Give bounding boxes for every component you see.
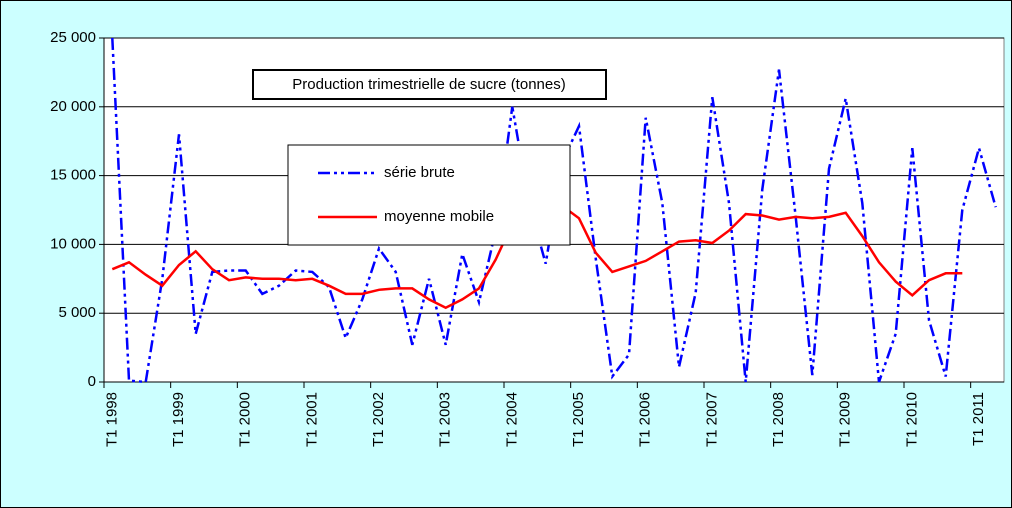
chart-title: Production trimestrielle de sucre (tonne… bbox=[292, 76, 565, 93]
x-tick-label: T1 2005 bbox=[570, 392, 587, 447]
legend-label: série brute bbox=[384, 164, 455, 181]
y-tick-label: 0 bbox=[88, 373, 96, 390]
y-tick-label: 15 000 bbox=[50, 167, 96, 184]
x-tick-label: T1 2003 bbox=[437, 392, 454, 447]
legend-box bbox=[287, 144, 571, 246]
y-tick-label: 25 000 bbox=[50, 29, 96, 46]
x-tick-label: T1 2008 bbox=[770, 392, 787, 447]
x-tick-label: T1 2004 bbox=[503, 392, 520, 447]
y-tick-label: 10 000 bbox=[50, 235, 96, 252]
x-tick-label: T1 2010 bbox=[903, 392, 920, 447]
x-tick-label: T1 1999 bbox=[170, 392, 187, 447]
x-tick-label: T1 2011 bbox=[970, 392, 987, 446]
y-tick-label: 5 000 bbox=[58, 304, 96, 321]
legend-label: moyenne mobile bbox=[384, 208, 494, 225]
x-tick-label: T1 1998 bbox=[103, 392, 120, 447]
x-tick-label: T1 2006 bbox=[637, 392, 654, 447]
x-tick-label: T1 2009 bbox=[837, 392, 854, 447]
title-box bbox=[252, 69, 607, 100]
x-tick-label: T1 2002 bbox=[370, 392, 387, 447]
x-tick-label: T1 2007 bbox=[703, 392, 720, 447]
y-tick-label: 20 000 bbox=[50, 98, 96, 115]
x-tick-label: T1 2000 bbox=[237, 392, 254, 447]
x-tick-label: T1 2001 bbox=[303, 392, 320, 447]
